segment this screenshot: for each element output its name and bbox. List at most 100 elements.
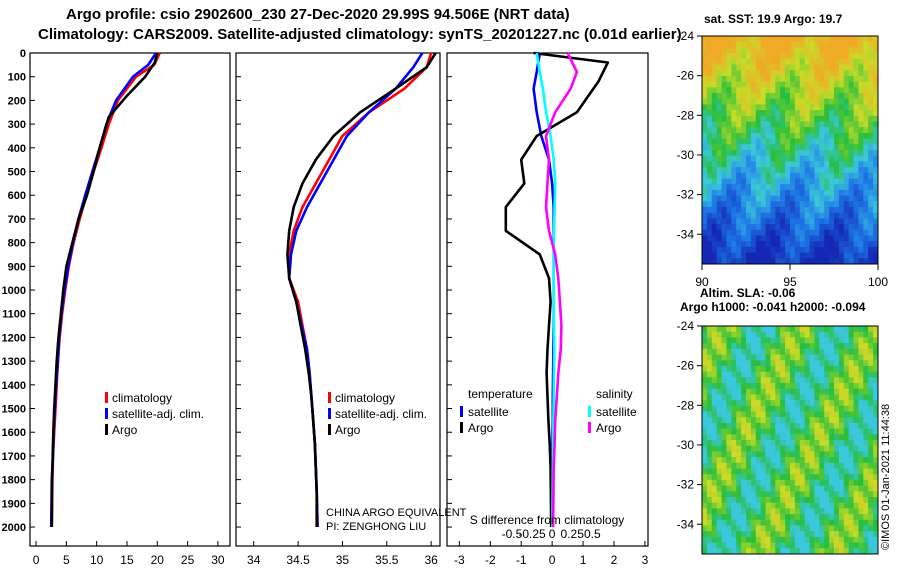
sla-cell xyxy=(873,525,879,532)
sla-cell xyxy=(716,411,722,418)
sla-cell xyxy=(726,514,732,521)
sla-cell xyxy=(731,417,737,424)
sla-cell xyxy=(721,491,727,498)
sla-cell xyxy=(760,457,766,464)
sst-cell xyxy=(775,132,781,139)
sla-cell xyxy=(702,371,708,378)
sst-cell xyxy=(765,258,771,265)
sla-cell xyxy=(760,405,766,412)
sla-cell xyxy=(843,331,850,338)
sst-cell xyxy=(873,138,879,145)
sla-cell xyxy=(755,383,762,390)
sst-cell xyxy=(775,36,781,43)
sst-cell xyxy=(775,150,781,157)
sst-cell xyxy=(775,75,781,82)
sst-cell xyxy=(770,87,776,94)
sla-cell xyxy=(765,405,771,412)
sla-cell xyxy=(858,405,864,412)
sla-cell xyxy=(873,497,879,504)
sla-cell xyxy=(755,400,762,407)
sst-cell xyxy=(765,132,771,139)
sst-cell xyxy=(794,81,801,88)
sst-cell xyxy=(794,212,801,219)
sst-cell xyxy=(785,121,791,128)
sla-cell xyxy=(790,451,796,458)
sst-cell xyxy=(819,127,825,134)
sst-cell xyxy=(790,64,796,71)
sla-cell xyxy=(755,514,762,521)
sla-cell xyxy=(853,348,859,355)
sla-cell xyxy=(721,411,727,418)
sst-cell xyxy=(843,138,850,145)
sla-cell xyxy=(711,457,718,464)
sst-cell xyxy=(775,189,781,196)
sst-cell xyxy=(741,53,747,60)
sla-cell xyxy=(785,479,791,486)
sst-cell xyxy=(775,241,781,248)
sla-cell xyxy=(702,411,708,418)
sla-cell xyxy=(873,428,879,435)
sla-cell xyxy=(736,451,742,458)
sla-cell xyxy=(741,474,747,481)
sla-cell xyxy=(721,343,727,350)
sst-cell xyxy=(799,161,806,168)
sla-cell xyxy=(829,474,835,481)
sla-cell xyxy=(804,400,810,407)
sst-cell xyxy=(834,246,840,253)
sla-cell xyxy=(726,502,732,509)
sla-cell xyxy=(829,360,835,367)
sst-cell xyxy=(819,178,825,185)
sst-cell xyxy=(819,93,825,100)
sla-cell xyxy=(726,491,732,498)
sla-cell xyxy=(775,434,781,441)
sla-cell xyxy=(765,440,771,447)
sla-cell xyxy=(843,377,850,384)
sst-cell xyxy=(829,258,835,265)
sst-cell xyxy=(868,75,874,82)
sst-cell xyxy=(736,235,742,242)
sla-cell xyxy=(760,531,766,538)
sla-cell xyxy=(775,337,781,344)
sla-cell xyxy=(853,514,859,521)
sst-cell xyxy=(843,155,850,162)
sst-cell xyxy=(741,121,747,128)
sst-cell xyxy=(834,224,840,231)
sla-cell xyxy=(706,422,713,429)
sla-cell xyxy=(765,383,771,390)
sst-cell xyxy=(843,98,850,105)
sst-cell xyxy=(809,127,815,134)
sst-cell xyxy=(731,258,737,265)
sst-cell xyxy=(843,189,850,196)
sst-cell xyxy=(799,115,806,122)
x-tick-label-temperature-3: 15 xyxy=(120,553,134,567)
sla-cell xyxy=(760,371,766,378)
sst-cell xyxy=(838,87,845,94)
panel-frame-salinity xyxy=(235,52,441,547)
sst-cell xyxy=(711,104,718,111)
sst-cell xyxy=(863,195,869,202)
sst-cell xyxy=(716,207,722,214)
sst-cell xyxy=(760,41,766,48)
sst-cell xyxy=(794,229,801,236)
sla-cell xyxy=(838,331,845,338)
sla-cell xyxy=(809,360,815,367)
sst-cell xyxy=(824,47,830,54)
sla-cell xyxy=(873,405,879,412)
sst-cell xyxy=(750,167,757,174)
sst-cell xyxy=(716,167,722,174)
sst-cell xyxy=(785,127,791,134)
sst-cell xyxy=(780,150,786,157)
sla-cell xyxy=(790,519,796,526)
sst-cell xyxy=(863,241,869,248)
sla-cell xyxy=(819,337,825,344)
sst-cell xyxy=(770,161,776,168)
sst-cell xyxy=(716,87,722,94)
sla-cell xyxy=(702,468,708,475)
sla-cell xyxy=(770,536,776,543)
sla-cell xyxy=(848,422,854,429)
sst-cell xyxy=(838,110,845,117)
sst-cell xyxy=(785,161,791,168)
sla-cell xyxy=(741,371,747,378)
sst-cell xyxy=(873,53,879,60)
sla-cell xyxy=(799,422,806,429)
